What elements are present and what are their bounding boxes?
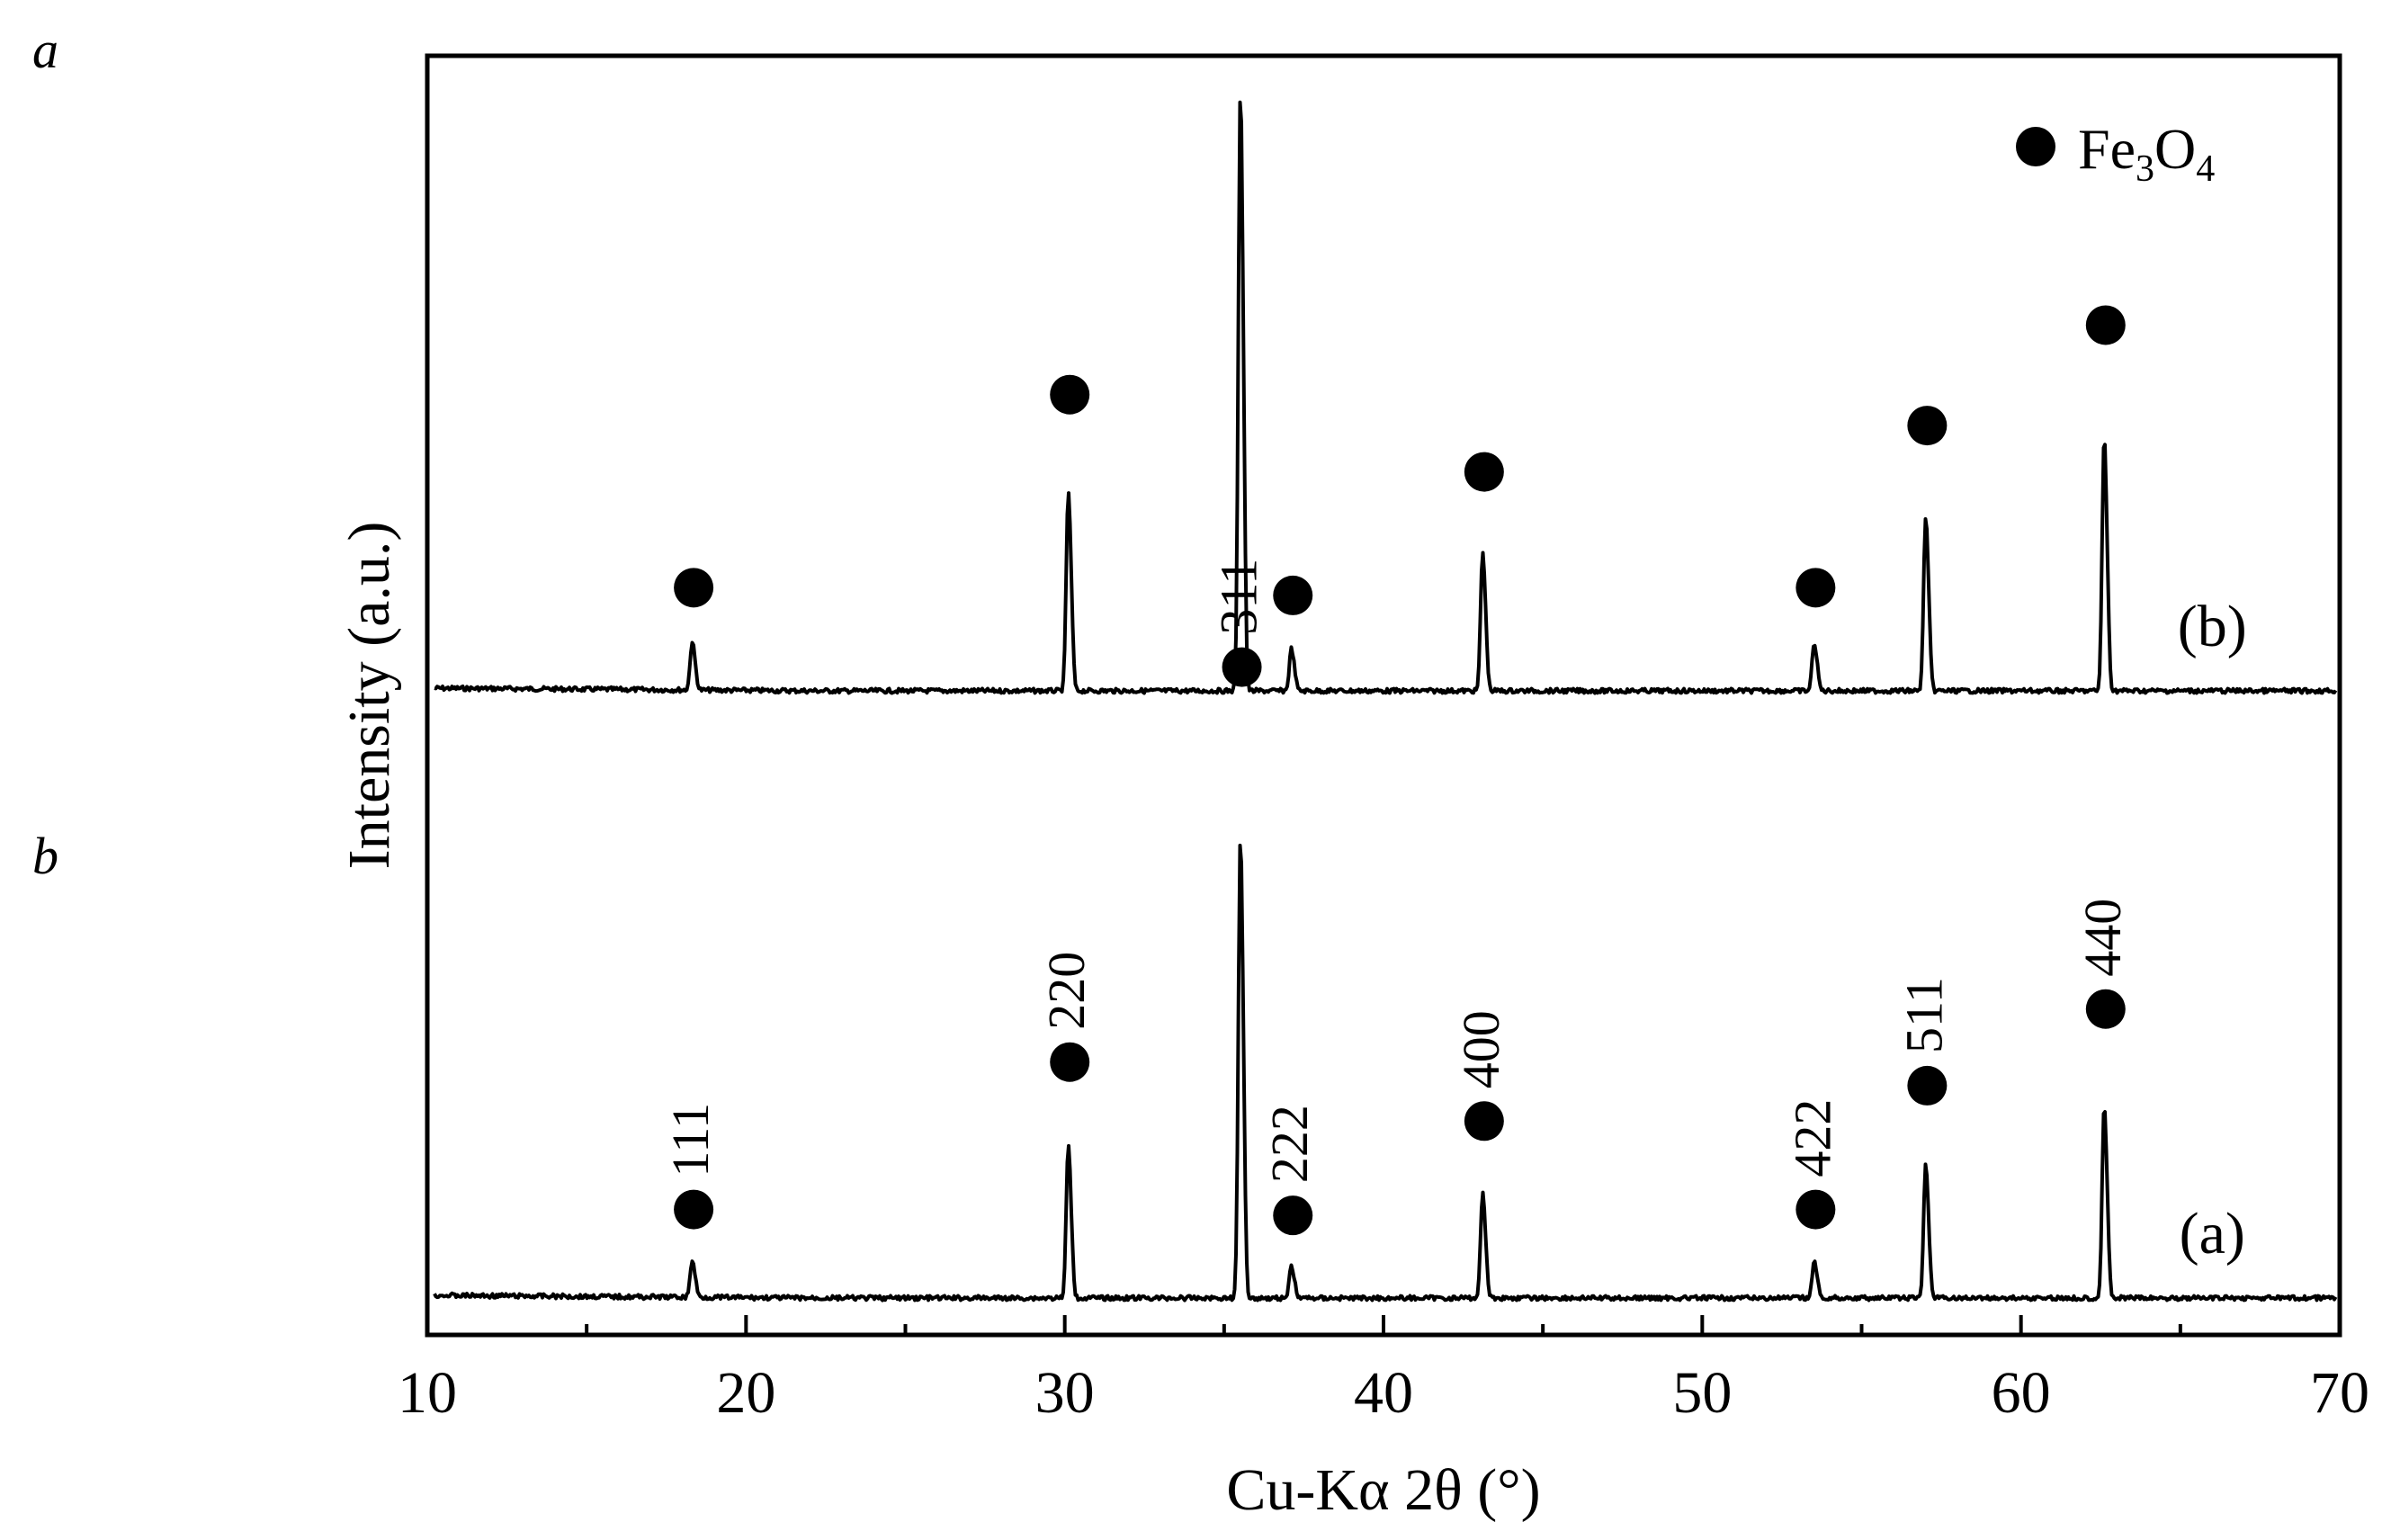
y-axis-label: Intensity (a.u.) xyxy=(336,522,402,870)
x-tick-label: 60 xyxy=(1992,1360,2051,1426)
series-label: (a) xyxy=(2180,1201,2245,1267)
legend-sub-4: 4 xyxy=(2196,148,2215,190)
legend-fe: Fe xyxy=(2078,117,2136,181)
legend-marker xyxy=(2016,127,2055,166)
series-layer: (b) (a) xyxy=(433,100,2338,1303)
miller-index-label: 422 xyxy=(1783,1099,1841,1177)
x-tick-label: 10 xyxy=(398,1360,457,1426)
panel-letter-a: a xyxy=(32,21,58,79)
peak-marker xyxy=(674,568,714,608)
peak-marker-layer: 111 220 311 222 400 422 511 440 xyxy=(661,305,2132,1236)
peak-marker xyxy=(2085,305,2126,345)
panel-letter-b: b xyxy=(32,827,58,885)
peak-marker xyxy=(1050,1042,1090,1082)
peak-marker xyxy=(1222,647,1262,687)
x-tick-label: 70 xyxy=(2310,1360,2369,1426)
miller-index-label: 220 xyxy=(1037,952,1096,1030)
x-tick-label: 50 xyxy=(1672,1360,1732,1426)
legend-label: Fe3O4 xyxy=(2078,117,2215,190)
miller-index-label: 400 xyxy=(1452,1010,1510,1088)
miller-index-label: 440 xyxy=(2073,899,2132,977)
peak-marker xyxy=(2085,989,2126,1029)
legend: Fe3O4 xyxy=(2016,117,2215,190)
series-label: (b) xyxy=(2178,594,2247,659)
peak-marker xyxy=(1464,452,1504,492)
peak-marker xyxy=(674,1189,714,1230)
peak-marker xyxy=(1907,406,1948,446)
x-tick-label: 20 xyxy=(716,1360,775,1426)
peak-marker xyxy=(1795,1189,1836,1230)
series-line xyxy=(433,843,2338,1303)
peak-marker xyxy=(1907,1065,1948,1106)
peak-marker xyxy=(1050,374,1090,415)
miller-index-label: 511 xyxy=(1894,977,1953,1053)
peak-marker xyxy=(1464,1101,1504,1142)
x-axis-label: Cu-Kα 2θ (°) xyxy=(1226,1457,1540,1523)
legend-o: O xyxy=(2154,117,2196,181)
x-tick-label: 40 xyxy=(1354,1360,1413,1426)
peak-marker xyxy=(1795,568,1836,608)
series-line xyxy=(434,100,2338,695)
miller-index-label: 311 xyxy=(1210,559,1268,635)
x-axis-ticks: 10 20 30 40 50 60 70 xyxy=(398,1315,2369,1426)
miller-index-label: 222 xyxy=(1260,1105,1319,1183)
x-tick-label: 30 xyxy=(1035,1360,1095,1426)
legend-sub-3: 3 xyxy=(2136,148,2154,190)
miller-index-label: 111 xyxy=(661,1103,720,1177)
peak-marker xyxy=(1273,575,1313,615)
peak-marker xyxy=(1273,1195,1313,1236)
